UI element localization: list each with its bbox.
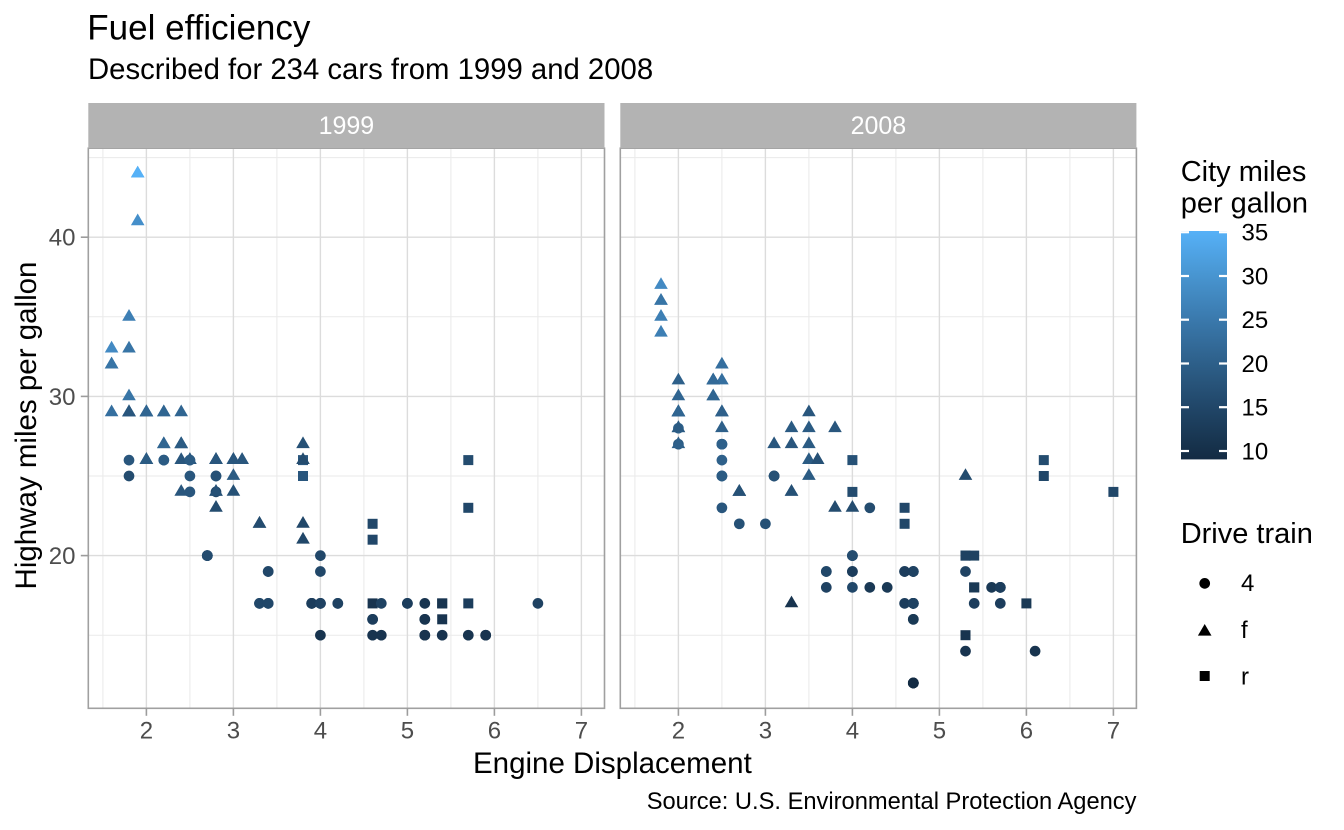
svg-text:20: 20: [1242, 351, 1269, 378]
svg-text:3: 3: [759, 718, 772, 745]
svg-text:4: 4: [1241, 570, 1254, 597]
svg-text:10: 10: [1242, 438, 1269, 465]
svg-text:2: 2: [672, 718, 685, 745]
svg-text:2008: 2008: [851, 112, 907, 140]
svg-text:5: 5: [933, 718, 946, 745]
svg-text:30: 30: [1242, 263, 1269, 290]
svg-text:r: r: [1241, 663, 1249, 690]
svg-text:30: 30: [49, 384, 76, 411]
svg-text:5: 5: [401, 718, 414, 745]
svg-text:Source: U.S. Environmental Pro: Source: U.S. Environmental Protection Ag…: [647, 789, 1137, 815]
svg-text:35: 35: [1242, 220, 1269, 247]
svg-text:7: 7: [1107, 718, 1120, 745]
svg-text:4: 4: [314, 718, 327, 745]
svg-text:f: f: [1241, 617, 1248, 644]
svg-text:Drive train: Drive train: [1181, 518, 1313, 550]
svg-text:3: 3: [227, 718, 240, 745]
svg-text:4: 4: [846, 718, 859, 745]
svg-text:15: 15: [1242, 395, 1269, 422]
svg-text:40: 40: [49, 225, 76, 252]
svg-text:per gallon: per gallon: [1181, 188, 1308, 220]
svg-text:6: 6: [1020, 718, 1033, 745]
svg-text:7: 7: [575, 718, 588, 745]
svg-text:1999: 1999: [319, 112, 375, 140]
svg-text:Highway miles per gallon: Highway miles per gallon: [10, 262, 43, 590]
svg-text:Engine Displacement: Engine Displacement: [473, 747, 752, 780]
svg-text:6: 6: [488, 718, 501, 745]
svg-text:Fuel efficiency: Fuel efficiency: [87, 8, 311, 47]
svg-text:City miles: City miles: [1181, 156, 1307, 188]
svg-text:20: 20: [49, 543, 76, 570]
svg-text:Described for 234 cars from 19: Described for 234 cars from 1999 and 200…: [88, 53, 653, 86]
svg-text:25: 25: [1242, 307, 1269, 334]
svg-text:2: 2: [140, 718, 153, 745]
